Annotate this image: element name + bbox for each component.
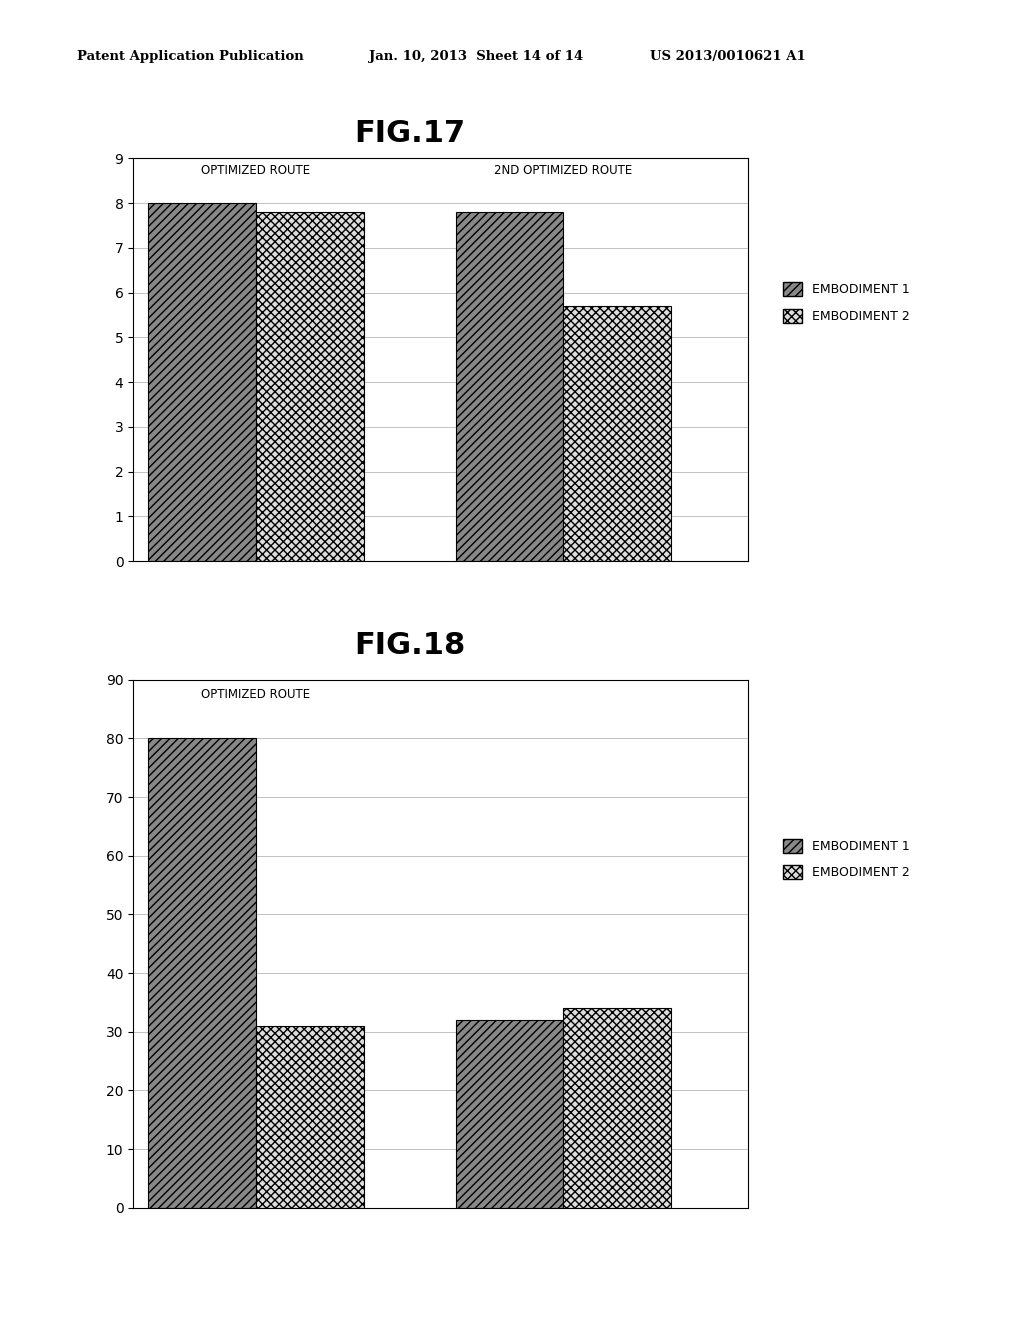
Text: Jan. 10, 2013  Sheet 14 of 14: Jan. 10, 2013 Sheet 14 of 14: [369, 50, 583, 63]
Text: US 2013/0010621 A1: US 2013/0010621 A1: [650, 50, 806, 63]
Text: FIG.17: FIG.17: [354, 119, 465, 148]
Bar: [563, 1008, 671, 1208]
Text: Patent Application Publication: Patent Application Publication: [77, 50, 303, 63]
Text: 2ND OPTIMIZED ROUTE: 2ND OPTIMIZED ROUTE: [494, 165, 633, 177]
Legend: EMBODIMENT 1, EMBODIMENT 2: EMBODIMENT 1, EMBODIMENT 2: [778, 834, 914, 884]
Text: FIG.18: FIG.18: [354, 631, 465, 660]
Legend: EMBODIMENT 1, EMBODIMENT 2: EMBODIMENT 1, EMBODIMENT 2: [778, 277, 914, 327]
Bar: [148, 203, 256, 561]
Text: OPTIMIZED ROUTE: OPTIMIZED ROUTE: [202, 165, 310, 177]
Bar: [148, 738, 256, 1208]
Bar: [456, 213, 563, 561]
Bar: [256, 1026, 364, 1208]
Bar: [256, 213, 364, 561]
Bar: [456, 1020, 563, 1208]
Text: OPTIMIZED ROUTE: OPTIMIZED ROUTE: [202, 688, 310, 701]
Bar: [563, 306, 671, 561]
